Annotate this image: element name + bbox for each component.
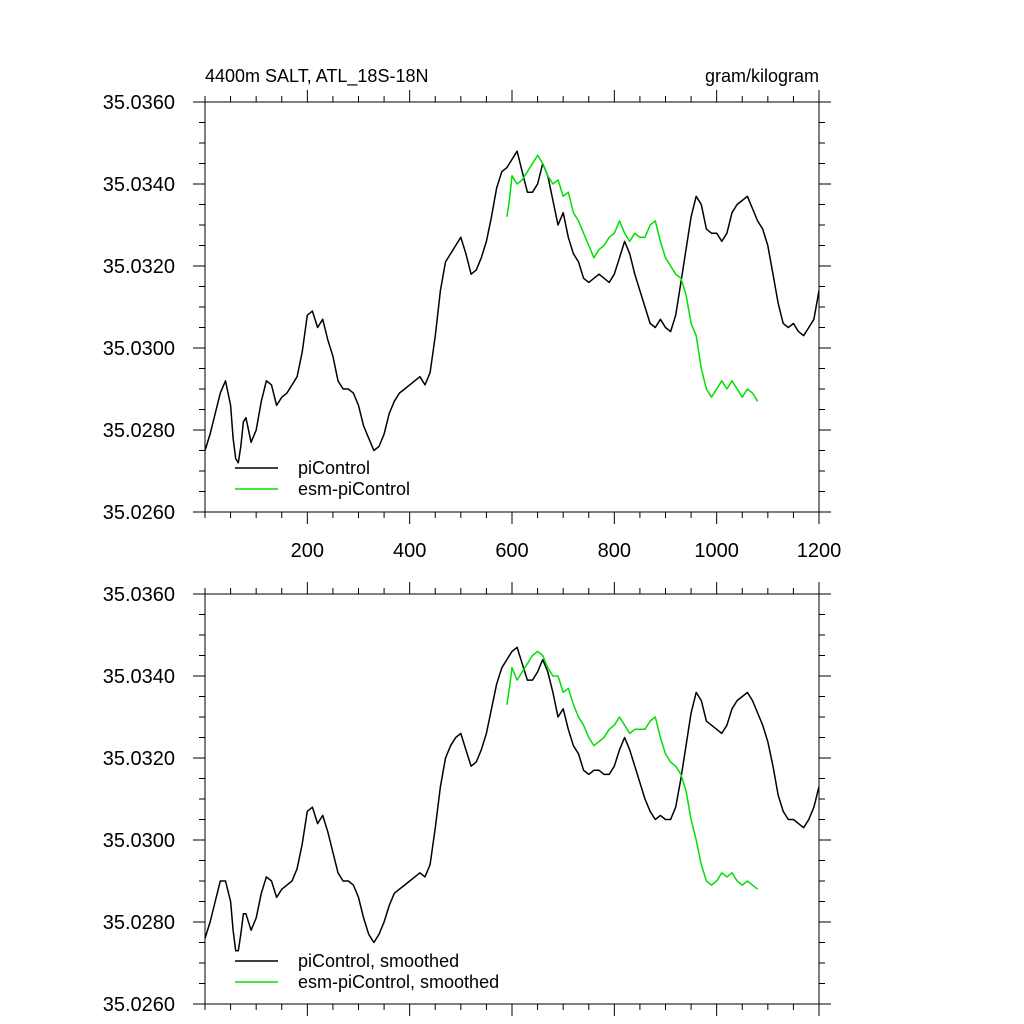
y-tick-label: 35.0280: [103, 912, 175, 934]
y-tick-label: 35.0320: [103, 748, 175, 770]
series-line-picontrol: [204, 646, 820, 952]
legend-entry: esm-piControl, smoothed: [298, 972, 499, 992]
y-tick-label: 35.0300: [103, 830, 175, 852]
bottom-panel: 35.0260 35.0280 35.0300 35.0320 35.0340 35.03…: [103, 582, 831, 1016]
x-tick-label: 1200: [797, 540, 842, 562]
y-tick-label: 35.0360: [103, 584, 175, 606]
y-tick-label: 35.0340: [103, 174, 175, 196]
y-tick-label: 35.0260: [103, 502, 175, 524]
y-tick-label: 35.0300: [103, 338, 175, 360]
y-tick-label: 35.0340: [103, 666, 175, 688]
units-label: gram/kilogram: [705, 66, 819, 86]
x-tick-label: 200: [291, 540, 324, 562]
y-tick-label: 35.0260: [103, 994, 175, 1016]
top-panel: 35.0260 35.0280 35.0300 35.0320 35.0340 35.03…: [103, 66, 842, 562]
y-tick-label: 35.0280: [103, 420, 175, 442]
x-tick-label: 600: [495, 540, 528, 562]
x-tick-label: 1000: [694, 540, 739, 562]
series-line-esm-picontrol: [506, 650, 759, 890]
legend-entry: esm-piControl: [298, 479, 410, 499]
plot-frame: [204, 101, 820, 513]
y-tick-label: 35.0360: [103, 92, 175, 114]
x-tick-label: 400: [393, 540, 426, 562]
series-line-picontrol: [204, 150, 820, 464]
legend-entry: piControl, smoothed: [298, 951, 459, 971]
series-line-esm-picontrol: [506, 154, 759, 402]
y-tick-label: 35.0320: [103, 256, 175, 278]
chart-title: 4400m SALT, ATL_18S-18N: [205, 66, 428, 87]
legend-entry: piControl: [298, 458, 370, 478]
x-tick-label: 800: [598, 540, 631, 562]
plot-frame: [204, 593, 820, 1005]
